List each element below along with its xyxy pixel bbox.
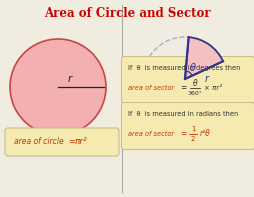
Text: πr²: πr² [75, 138, 87, 147]
Text: θ: θ [189, 63, 195, 73]
Text: × πr²: × πr² [203, 85, 221, 91]
Text: area of sector: area of sector [128, 131, 173, 137]
Text: area of sector: area of sector [128, 85, 173, 91]
Text: =: = [179, 129, 186, 138]
FancyBboxPatch shape [121, 102, 253, 150]
Text: r²θ: r²θ [199, 129, 210, 138]
Text: 360°: 360° [187, 90, 202, 96]
Text: If  θ  is measured in radians then: If θ is measured in radians then [128, 111, 237, 117]
Text: θ: θ [192, 78, 197, 87]
FancyBboxPatch shape [121, 57, 253, 103]
Text: r: r [68, 74, 72, 84]
Circle shape [10, 39, 106, 135]
Text: =: = [179, 84, 186, 93]
Text: =: = [68, 138, 75, 147]
Text: area of circle: area of circle [14, 138, 64, 147]
FancyBboxPatch shape [5, 128, 119, 156]
Text: If  θ  is measured in degrees then: If θ is measured in degrees then [128, 65, 240, 71]
Text: Area of Circle and Sector: Area of Circle and Sector [43, 7, 210, 20]
Text: r: r [204, 74, 208, 84]
Text: 1: 1 [190, 126, 195, 132]
Wedge shape [184, 37, 222, 79]
Text: 2: 2 [190, 136, 194, 142]
